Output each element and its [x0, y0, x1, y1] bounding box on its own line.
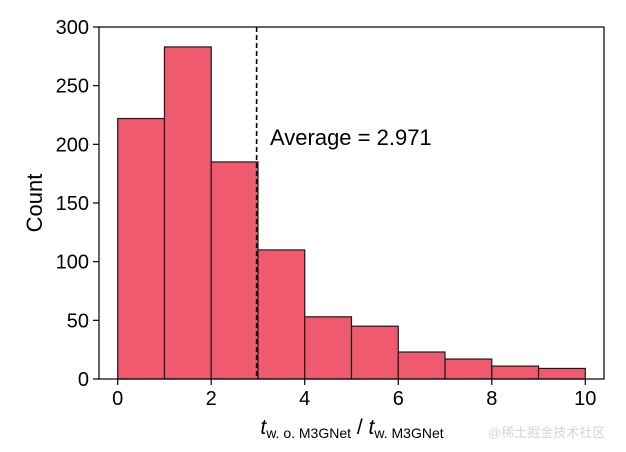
x-label-var-1: t [260, 416, 267, 439]
x-tick-label: 6 [393, 388, 404, 410]
watermark-text: @稀土掘金技术社区 [488, 425, 605, 440]
x-label-sub-2: w. M3GNet [373, 425, 443, 441]
x-tick-label: 4 [299, 388, 310, 410]
bars-group [117, 46, 586, 380]
y-axis-label: Count [22, 174, 47, 233]
x-label-separator: / [351, 416, 369, 439]
y-tick-label: 200 [56, 134, 89, 156]
x-tick-label: 2 [206, 388, 217, 410]
x-axis-label: tw. o. M3GNet / tw. M3GNet [260, 416, 443, 441]
x-tick-label: 0 [112, 388, 123, 410]
x-tick-label: 8 [486, 388, 497, 410]
histogram-bar-7 [444, 358, 493, 380]
x-ticks-group: 0 2 4 6 8 10 [112, 379, 596, 410]
y-ticks-group: 0 50 100 150 200 250 300 [56, 17, 99, 391]
histogram-bar-1 [163, 46, 212, 380]
histogram-bar-2 [210, 161, 259, 380]
y-tick-label: 250 [56, 76, 89, 98]
y-tick-label: 100 [56, 252, 89, 274]
y-tick-label: 300 [56, 17, 89, 39]
annotation-text: Average = 2.971 [270, 125, 432, 150]
histogram-bar-6 [397, 351, 446, 380]
histogram-bar-3 [257, 249, 306, 380]
histogram-bar-8 [491, 365, 540, 380]
histogram-bar-9 [537, 367, 586, 380]
x-label-sub-1: w. o. M3GNet [265, 425, 351, 441]
y-tick-label: 0 [78, 369, 89, 391]
y-tick-label: 50 [67, 310, 89, 332]
y-tick-label: 150 [56, 193, 89, 215]
x-tick-label: 10 [574, 388, 596, 410]
histogram-bar-5 [350, 325, 399, 380]
histogram-bar-4 [304, 316, 353, 380]
x-label-var-2: t [369, 416, 376, 439]
histogram-bar-0 [117, 117, 166, 380]
